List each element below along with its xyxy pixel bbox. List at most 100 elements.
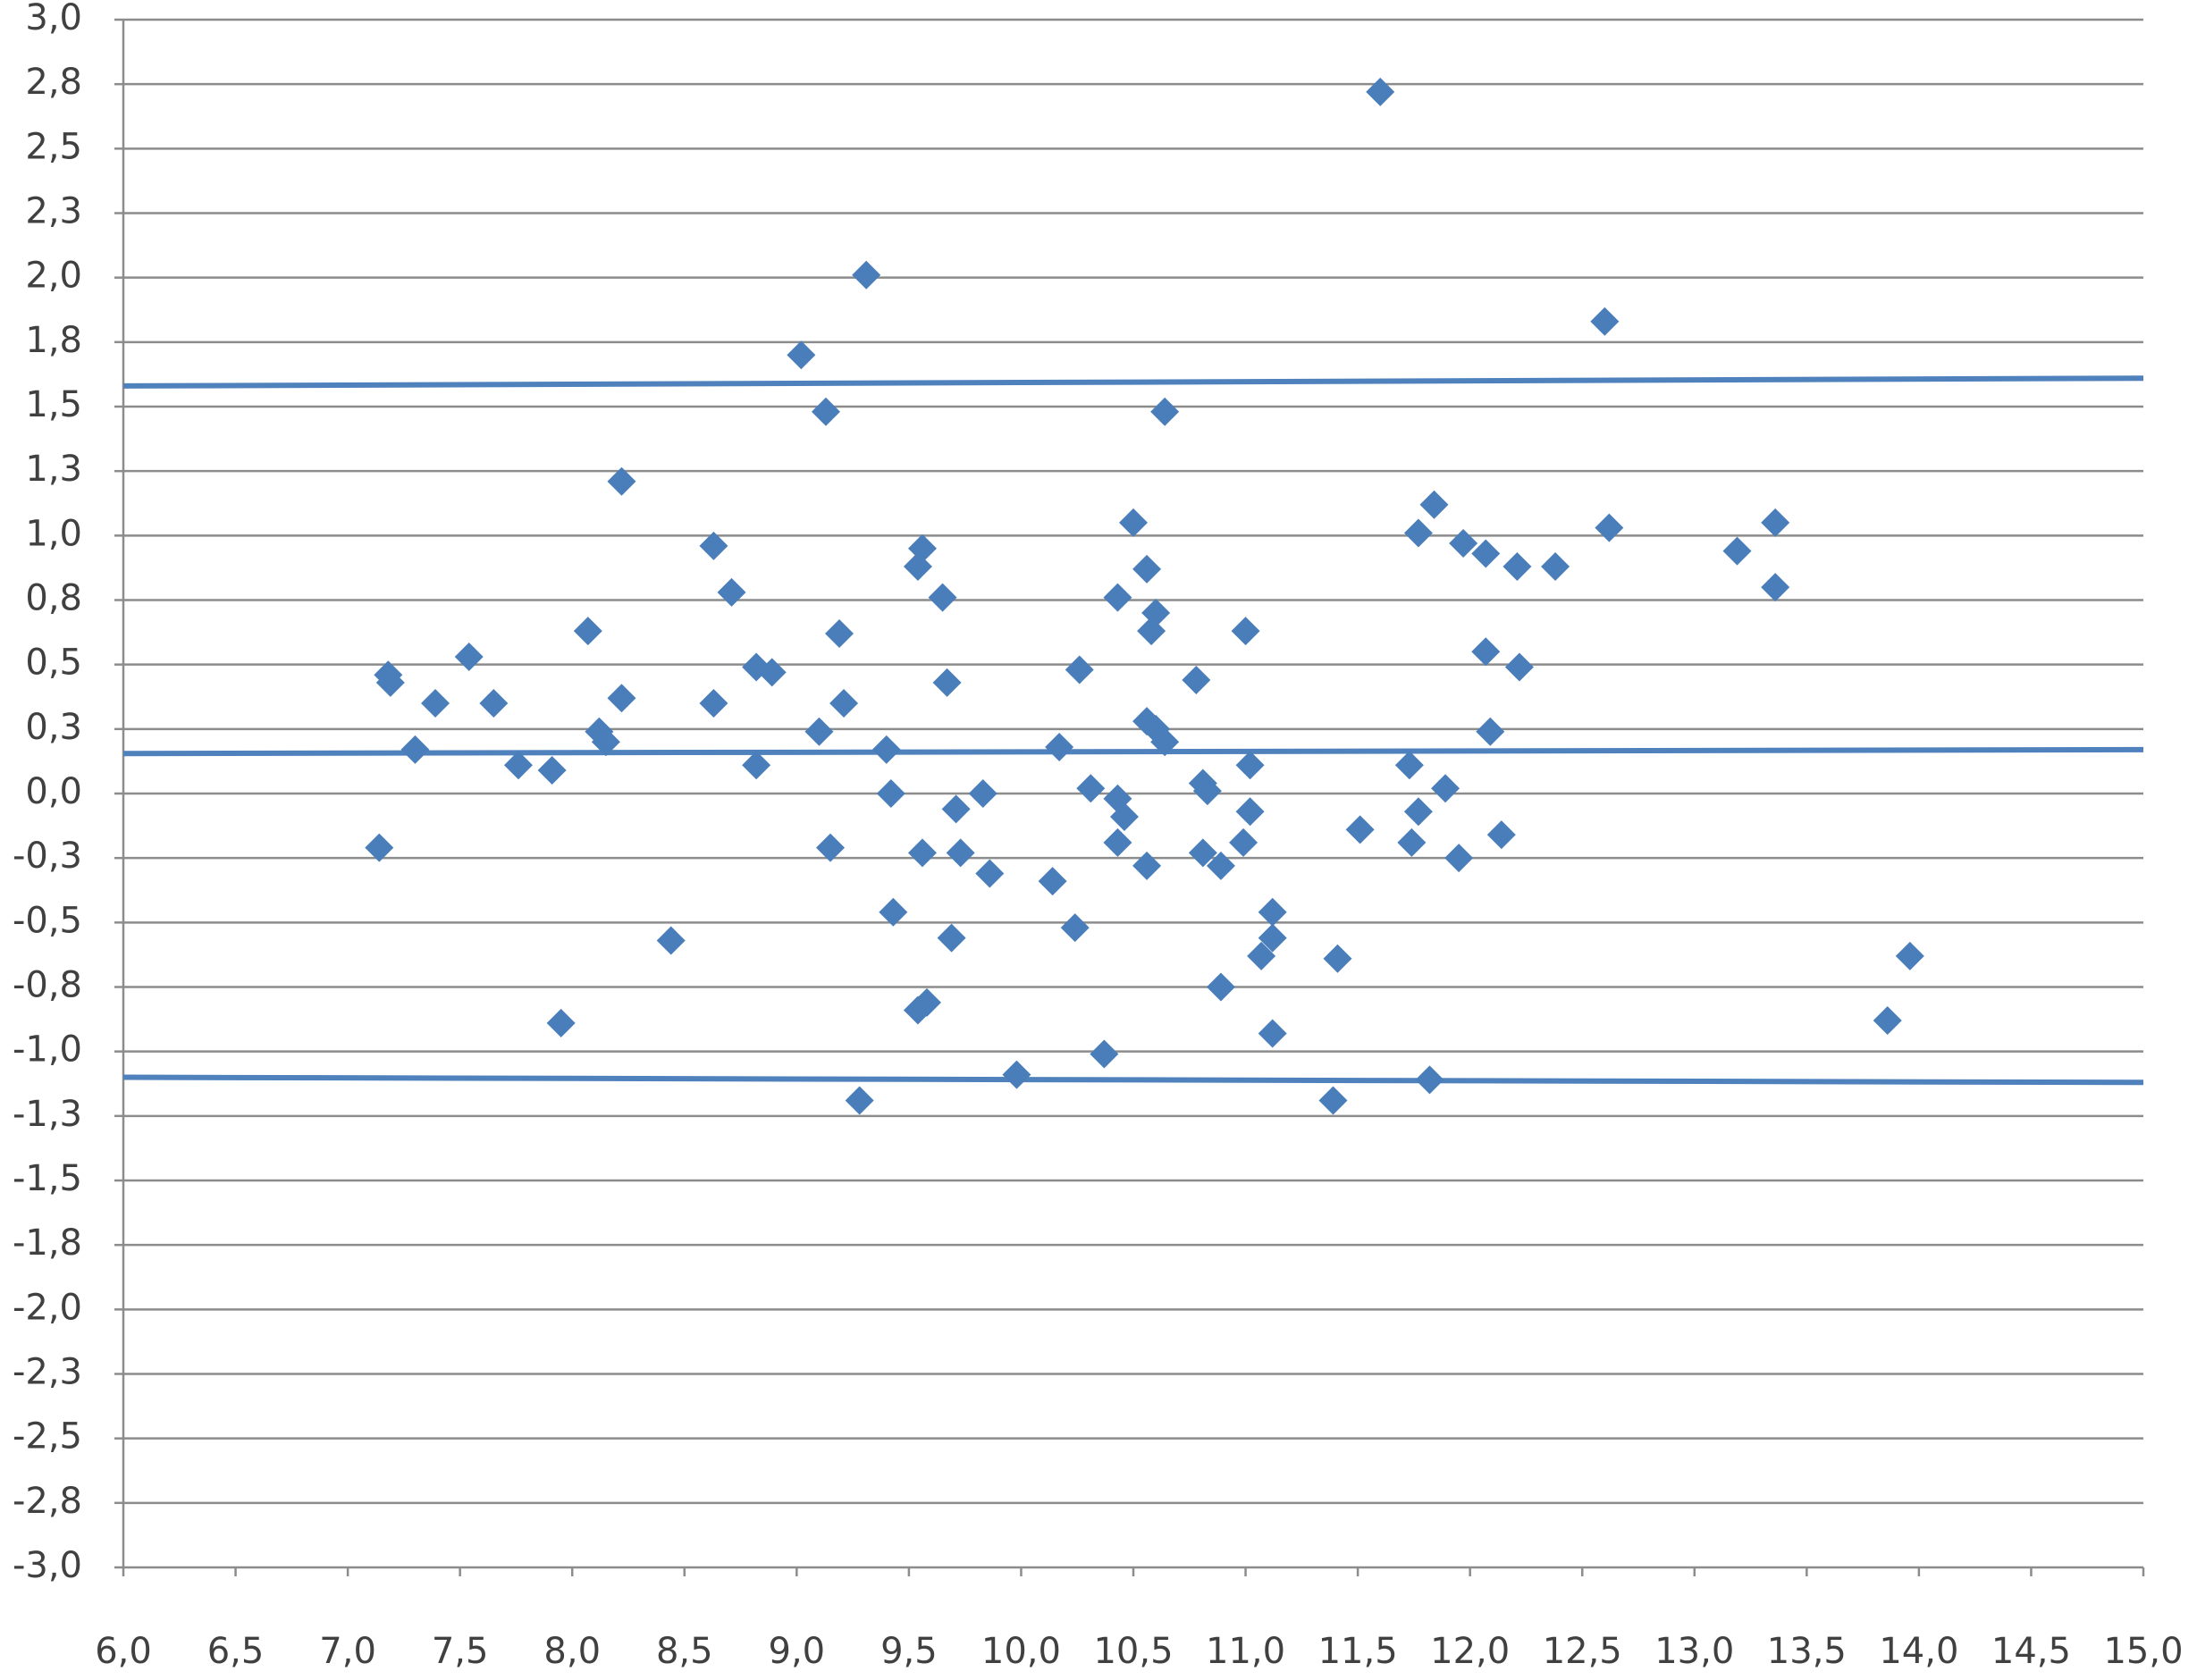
data-point — [607, 684, 636, 713]
data-point — [811, 397, 840, 426]
data-point — [1318, 1086, 1348, 1115]
data-point — [852, 260, 881, 290]
y-tick-label: -2,5 — [13, 1416, 82, 1457]
data-point — [871, 735, 901, 764]
data-point — [1045, 733, 1074, 762]
reference-line — [122, 746, 2144, 757]
x-tick-label: 14,0 — [1879, 1631, 1958, 1672]
data-point — [1722, 536, 1752, 566]
data-point — [845, 1086, 874, 1115]
data-point — [454, 643, 484, 672]
y-tick-label: -1,0 — [13, 1029, 82, 1071]
data-point — [1137, 617, 1166, 646]
data-point — [941, 794, 971, 824]
data-point — [1119, 508, 1148, 537]
data-point — [1397, 827, 1427, 857]
data-point — [829, 688, 859, 718]
y-tick-label: -0,8 — [13, 965, 82, 1006]
data-point — [1590, 307, 1620, 336]
data-point — [375, 668, 405, 697]
data-point — [1258, 897, 1287, 927]
data-point — [1229, 827, 1258, 857]
data-point — [1235, 797, 1265, 827]
data-point — [573, 617, 602, 646]
y-tick-label: 0,0 — [25, 771, 82, 812]
data-point — [1258, 923, 1287, 953]
data-point — [946, 838, 975, 868]
data-point — [1235, 751, 1265, 780]
data-point — [1419, 490, 1449, 519]
data-point — [1109, 802, 1139, 831]
y-tick-label: 0,8 — [25, 578, 82, 619]
data-point — [1486, 820, 1516, 850]
data-point — [1090, 1039, 1119, 1069]
x-tick-label: 6,5 — [207, 1631, 265, 1672]
data-point — [1431, 774, 1460, 803]
data-point — [479, 688, 509, 718]
y-tick-label: 1,3 — [25, 449, 82, 490]
y-tick-label: -1,8 — [13, 1222, 82, 1264]
y-tick-label: -1,3 — [13, 1094, 82, 1135]
data-point — [1595, 513, 1624, 542]
data-point — [656, 926, 686, 955]
x-tick-label: 13,0 — [1654, 1631, 1734, 1672]
data-point — [1206, 851, 1235, 880]
x-tick-label: 7,0 — [319, 1631, 376, 1672]
data-point — [816, 833, 845, 862]
data-point — [1761, 508, 1790, 537]
y-tick-label: -2,0 — [13, 1287, 82, 1328]
data-point — [1150, 727, 1180, 757]
data-point — [1403, 797, 1433, 827]
data-point — [787, 340, 816, 370]
data-point — [365, 833, 394, 862]
y-tick-label: 1,0 — [25, 513, 82, 554]
data-point — [699, 531, 728, 560]
data-point — [907, 838, 937, 868]
x-tick-label: 10,0 — [981, 1631, 1061, 1672]
y-tick-label: 2,0 — [25, 256, 82, 297]
data-point — [1206, 972, 1235, 1002]
y-tick-label: 1,8 — [25, 320, 82, 361]
data-point — [1541, 551, 1570, 581]
data-point — [1895, 941, 1924, 970]
data-point — [1182, 665, 1211, 694]
x-tick-label: 13,5 — [1767, 1631, 1847, 1672]
data-point — [1002, 1060, 1031, 1089]
data-point — [421, 688, 450, 718]
data-point — [1403, 518, 1433, 548]
reference-line — [122, 375, 2144, 389]
y-tick-label: -0,3 — [13, 836, 82, 877]
data-point — [717, 577, 746, 607]
data-point — [804, 717, 834, 746]
data-point — [400, 735, 430, 764]
data-point — [537, 756, 567, 785]
y-tick-label: -3,0 — [13, 1545, 82, 1586]
x-tick-label: 6,0 — [95, 1631, 152, 1672]
data-point — [742, 751, 771, 780]
data-point — [1503, 551, 1532, 581]
data-point — [546, 1008, 576, 1037]
data-point — [1471, 637, 1501, 667]
data-point — [1394, 751, 1424, 780]
data-point — [1476, 717, 1505, 746]
data-point — [1471, 539, 1501, 568]
y-tick-label: 0,5 — [25, 643, 82, 684]
data-point — [975, 859, 1005, 888]
data-point — [1323, 944, 1352, 973]
data-point — [1076, 774, 1106, 803]
data-point — [1231, 617, 1260, 646]
data-point — [1132, 554, 1162, 584]
data-point — [1132, 851, 1162, 880]
data-point — [1504, 652, 1534, 682]
data-point — [968, 779, 997, 808]
data-point — [699, 688, 728, 718]
y-tick-label: 0,3 — [25, 707, 82, 748]
data-point — [928, 583, 957, 612]
y-tick-label: 2,3 — [25, 191, 82, 232]
x-tick-label: 8,5 — [656, 1631, 713, 1672]
data-point — [1038, 867, 1067, 896]
data-point — [757, 658, 787, 687]
data-point — [1103, 827, 1132, 857]
data-point — [503, 751, 533, 780]
